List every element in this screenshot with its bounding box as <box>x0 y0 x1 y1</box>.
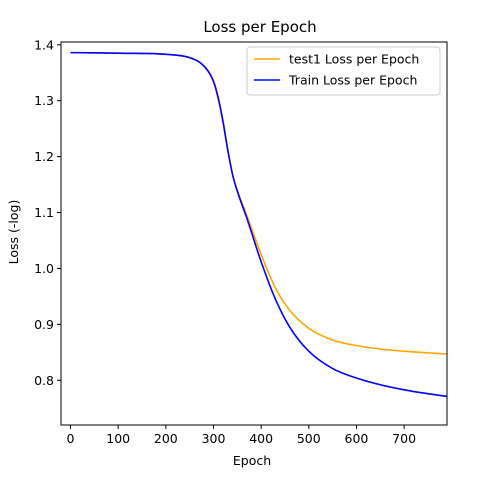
x-tick-label: 500 <box>297 431 321 446</box>
y-axis-label: Loss (-log) <box>6 200 21 265</box>
train-loss-line <box>70 51 447 398</box>
legend-box <box>246 46 441 96</box>
y-tick-label: 0.8 <box>34 373 54 388</box>
x-tick-label: 700 <box>392 431 416 446</box>
y-tick-label: 1.0 <box>34 261 54 276</box>
y-tick-label: 1.2 <box>34 149 54 164</box>
y-tick-label: 1.1 <box>34 205 54 220</box>
x-tick-label: 200 <box>154 431 178 446</box>
chart-title: Loss per Epoch <box>203 18 316 36</box>
x-tick-label: 0 <box>67 431 75 446</box>
x-tick-label: 400 <box>249 431 273 446</box>
ticks-layer: 0 100 200 300 400 500 600 700 0.8 0.9 1.0 1.1 1.2 1.3… <box>34 37 416 446</box>
x-axis-label: Epoch <box>233 453 271 468</box>
legend: test1 Loss per Epoch Train Loss per Epoch <box>246 46 441 96</box>
x-tick-label: 100 <box>106 431 130 446</box>
y-tick-label: 1.4 <box>34 37 54 52</box>
series-layer <box>70 51 447 398</box>
x-tick-label: 600 <box>345 431 369 446</box>
y-tick-label: 1.3 <box>34 93 54 108</box>
legend-entry: Train Loss per Epoch <box>288 73 417 88</box>
y-tick-label: 0.9 <box>34 317 54 332</box>
x-tick-label: 300 <box>202 431 226 446</box>
legend-entry: test1 Loss per Epoch <box>289 52 419 67</box>
plot-frame <box>60 41 448 426</box>
